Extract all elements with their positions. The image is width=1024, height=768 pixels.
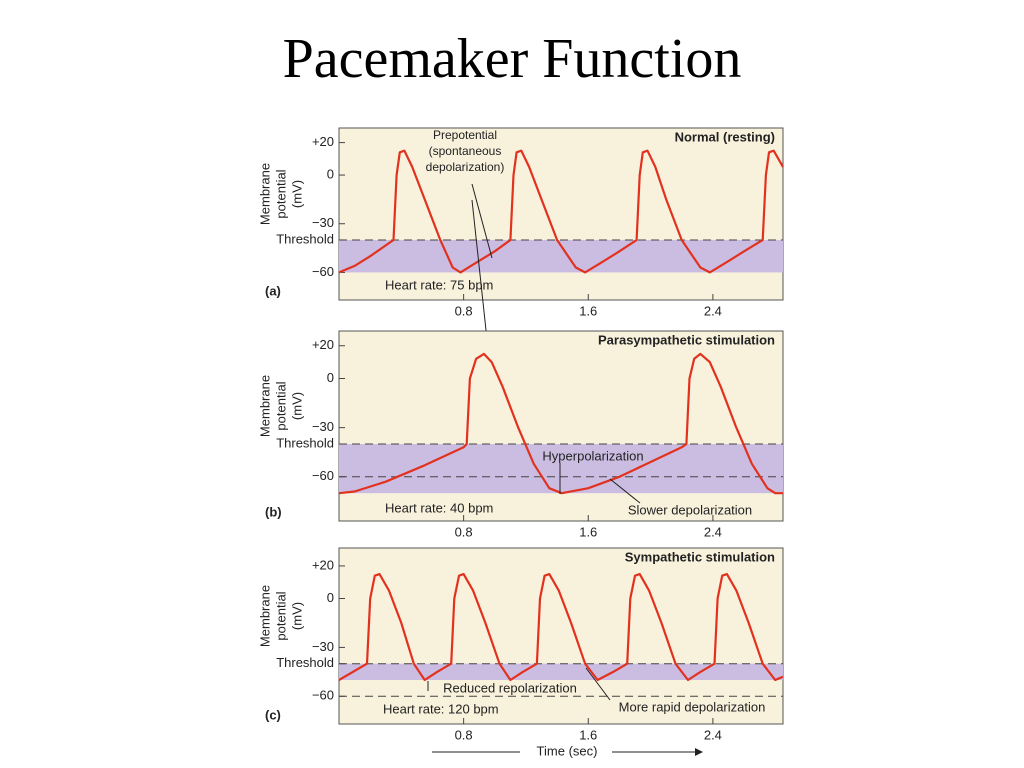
panel-title: Sympathetic stimulation: [625, 549, 775, 564]
annotation: (spontaneous: [429, 144, 502, 158]
potential-line: [338, 149, 784, 274]
y-tick-label: −60: [312, 264, 334, 279]
panel-label: (c): [265, 707, 281, 722]
y-tick-label: 0: [327, 166, 334, 181]
y-tick-label: −60: [312, 688, 334, 703]
plot-background: [338, 547, 784, 725]
annotation-arrow: [585, 667, 611, 701]
x-axis-label: Time (sec): [537, 743, 598, 758]
annotation: Heart rate: 120 bpm: [383, 701, 499, 716]
x-tick-label: 1.6: [579, 303, 597, 318]
shaded-band: [339, 663, 783, 680]
y-axis-label: Membrane: [257, 585, 272, 647]
annotation: Heart rate: 40 bpm: [385, 500, 493, 515]
annotation: Heart rate: 75 bpm: [385, 277, 493, 292]
annotation: More rapid depolarization: [619, 699, 766, 714]
x-tick-label: 0.8: [455, 727, 473, 742]
slide-title: Pacemaker Function: [283, 28, 742, 90]
y-axis-label: (mV): [289, 180, 304, 208]
y-tick-label: Threshold: [276, 231, 334, 246]
x-tick-label: 2.4: [704, 524, 722, 539]
annotation: Slower depolarization: [628, 502, 752, 517]
axis-arrowhead: [695, 748, 703, 756]
annotation: depolarization): [426, 160, 505, 174]
potential-line: [338, 573, 784, 682]
y-axis-label: Membrane: [257, 163, 272, 225]
y-axis-label: potential: [273, 169, 288, 218]
annotation: Prepotential: [433, 128, 497, 142]
panel-title: Parasympathetic stimulation: [598, 332, 775, 347]
annotation: Reduced repolarization: [443, 680, 577, 695]
potential-line: [338, 352, 783, 495]
panel-title: Normal (resting): [675, 129, 775, 144]
y-tick-label: +20: [312, 337, 334, 352]
y-tick-label: Threshold: [276, 435, 334, 450]
x-tick-label: 0.8: [455, 524, 473, 539]
panel-label: (a): [265, 283, 281, 298]
x-tick-label: 1.6: [579, 727, 597, 742]
y-tick-label: 0: [327, 370, 334, 385]
y-axis-label: potential: [273, 591, 288, 640]
shaded-band: [339, 444, 783, 494]
y-tick-label: −30: [312, 215, 334, 230]
annotation: Hyperpolarization: [542, 448, 643, 463]
y-tick-label: +20: [312, 134, 334, 149]
x-tick-label: 2.4: [704, 303, 722, 318]
y-tick-label: Threshold: [276, 655, 334, 670]
y-axis-label: Membrane: [257, 375, 272, 437]
x-tick-label: 1.6: [579, 524, 597, 539]
panel-label: (b): [265, 504, 282, 519]
y-tick-label: +20: [312, 557, 334, 572]
annotation-arrow: [609, 478, 641, 504]
y-axis-label: potential: [273, 381, 288, 430]
y-tick-label: −30: [312, 639, 334, 654]
y-tick-label: 0: [327, 590, 334, 605]
x-tick-label: 0.8: [455, 303, 473, 318]
y-axis-label: (mV): [289, 392, 304, 420]
x-tick-label: 2.4: [704, 727, 722, 742]
y-tick-label: −30: [312, 419, 334, 434]
y-axis-label: (mV): [289, 602, 304, 630]
annotation-arrow: [471, 183, 493, 259]
y-tick-label: −60: [312, 468, 334, 483]
